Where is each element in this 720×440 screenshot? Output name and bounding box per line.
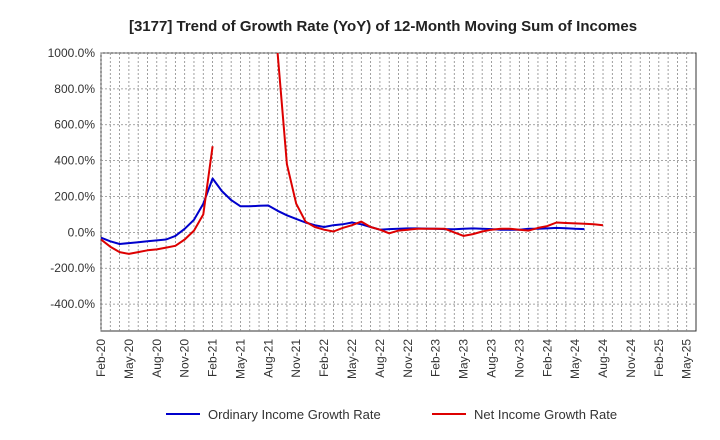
x-tick-label: Nov-24	[624, 339, 638, 378]
x-tick-label: May-23	[457, 339, 471, 379]
x-tick-label: Nov-20	[178, 339, 192, 378]
y-tick-label: -400.0%	[50, 297, 95, 311]
legend-label-net-income-growth-rate: Net Income Growth Rate	[474, 407, 617, 422]
x-tick-label: May-21	[233, 339, 247, 379]
x-tick-label: Aug-21	[261, 339, 275, 378]
series-line-net-income-growth-rate	[276, 53, 604, 237]
y-axis: 1000.0% 800.0% 600.0% 400.0% 200.0% 0.0% -200.…	[48, 46, 96, 311]
x-tick-label: Aug-23	[484, 339, 498, 378]
x-tick-label: Aug-22	[373, 339, 387, 378]
x-tick-label: Feb-20	[94, 339, 108, 377]
y-tick-label: 1000.0%	[48, 46, 96, 60]
y-tick-label: 400.0%	[54, 154, 95, 168]
chart-title: [3177] Trend of Growth Rate (YoY) of 12-…	[129, 18, 637, 35]
y-tick-label: 0.0%	[68, 225, 96, 239]
series-line-net-income-growth-rate	[101, 146, 214, 255]
x-tick-label: Nov-22	[401, 339, 415, 378]
x-tick-label: Nov-23	[512, 339, 526, 378]
x-tick-label: May-25	[680, 339, 694, 379]
x-tick-label: Feb-23	[429, 339, 443, 377]
x-tick-label: Aug-24	[596, 339, 610, 378]
legend: Ordinary Income Growth Rate Net Income Gr…	[166, 407, 617, 422]
plot-area	[100, 52, 697, 332]
x-tick-label: May-20	[122, 339, 136, 379]
x-tick-label: Nov-21	[289, 339, 303, 378]
y-tick-label: 600.0%	[54, 118, 95, 132]
grid	[100, 52, 696, 331]
y-tick-label: 200.0%	[54, 189, 95, 203]
x-tick-label: Feb-25	[652, 339, 666, 377]
y-tick-label: 800.0%	[54, 82, 95, 96]
series-lines	[101, 53, 604, 255]
y-tick-label: -200.0%	[50, 261, 95, 275]
x-tick-label: Feb-22	[317, 339, 331, 377]
x-tick-label: Feb-24	[540, 339, 554, 377]
legend-label-ordinary-income-growth-rate: Ordinary Income Growth Rate	[208, 407, 381, 422]
x-tick-label: May-24	[568, 339, 582, 379]
x-tick-label: Aug-20	[150, 339, 164, 378]
x-tick-label: Feb-21	[206, 339, 220, 377]
x-axis: Feb-20 May-20 Aug-20 Nov-20 Feb-21 May-21 Aug-…	[94, 339, 694, 379]
x-tick-label: May-22	[345, 339, 359, 379]
